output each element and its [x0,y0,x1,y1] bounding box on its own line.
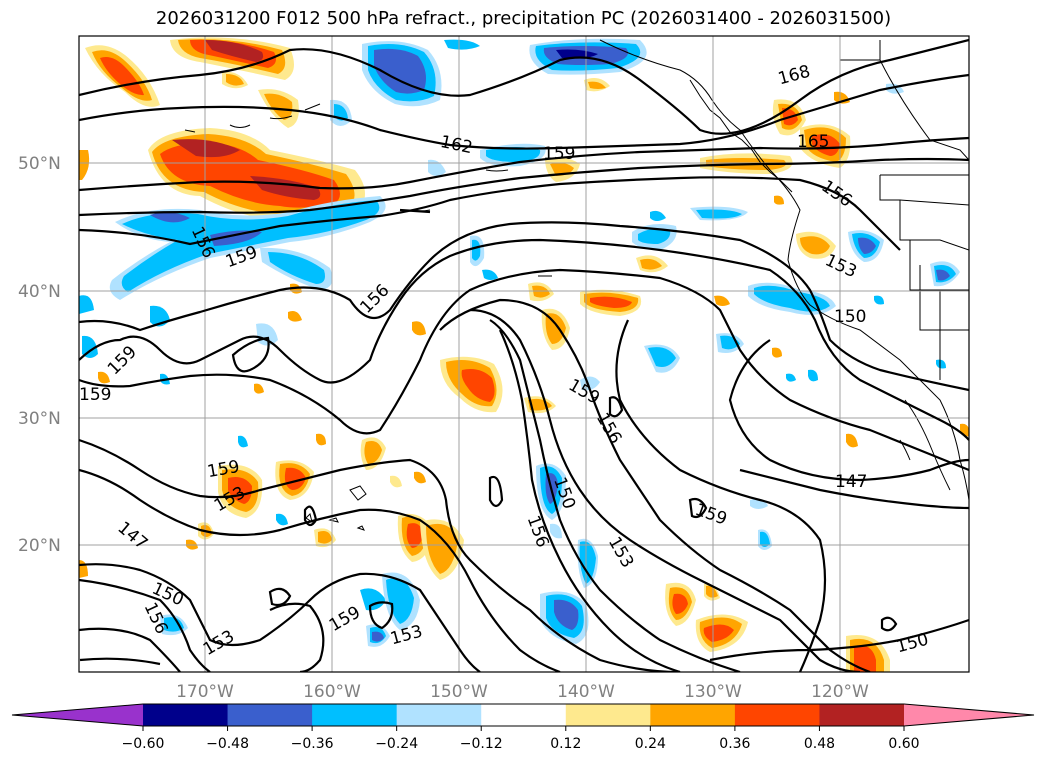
colorbar-tick-label: 0.60 [888,736,919,752]
longitude-label: 120°W [811,682,869,702]
latitude-label: 30°N [18,409,61,429]
colorbar-box [565,704,651,726]
colorbar-tick-label: −0.12 [460,736,503,752]
colorbar-tick-label: 0.24 [635,736,666,752]
colorbar-box [650,704,736,726]
colorbar-tick-label: −0.24 [375,736,418,752]
colorbar-box [396,704,482,726]
latitude-label: 50°N [18,154,61,174]
contour-label: 159 [543,144,575,164]
colorbar-extend-high [904,704,1034,726]
colorbar-box [819,704,905,726]
latitude-label: 20°N [18,536,61,556]
longitude-label: 130°W [684,682,742,702]
colorbar-ticks: −0.60 −0.48 −0.36 −0.24 −0.12 0.12 0.24 0.36 0.4… [122,726,920,752]
refractivity-contours [79,38,969,672]
colorbar-box [312,704,398,726]
colorbar-tick-label: 0.12 [550,736,581,752]
latitude-axis: 50°N 40°N 30°N 20°N [18,154,61,556]
colorbar-tick-label: −0.36 [291,736,334,752]
colorbar-tick-label: 0.48 [804,736,835,752]
colorbar-extend-low [12,704,143,726]
longitude-axis: 170°W 160°W 150°W 140°W 130°W 120°W [176,682,869,702]
longitude-label: 170°W [176,682,234,702]
contour-label: 159 [79,385,111,405]
colorbar-tick-label: −0.48 [206,736,249,752]
plot-frame [78,35,970,673]
map-title: 2026031200 F012 500 hPa refract., precip… [155,8,892,29]
longitude-label: 150°W [430,682,488,702]
colorbar-tick-label: −0.60 [122,736,165,752]
colorbar-box [143,704,229,726]
colorbar-box [734,704,820,726]
colorbar-tick-label: 0.36 [719,736,750,752]
contour-label: 147 [835,472,867,492]
colorbar-box [227,704,313,726]
longitude-label: 140°W [557,682,615,702]
contour-label: 150 [834,307,866,327]
latitude-label: 40°N [18,282,61,302]
colorbar-box [481,704,567,726]
colorbar [11,703,1035,727]
longitude-label: 160°W [303,682,361,702]
contour-label: 165 [797,132,829,152]
coastlines [184,39,969,531]
